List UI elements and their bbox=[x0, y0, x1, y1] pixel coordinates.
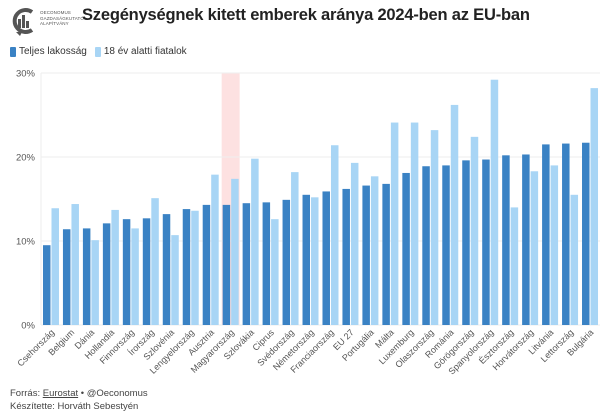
legend: Teljes lakosság 18 év alatti fiatalok bbox=[10, 46, 191, 57]
bar-youth: Ausztria: 17.9% bbox=[211, 174, 219, 325]
bar-youth: Ciprus: 12.6% bbox=[271, 219, 279, 325]
author-line: Készítette: Horváth Sebestyén bbox=[10, 401, 139, 412]
bar-total: Németország: 15.5% bbox=[302, 194, 311, 325]
bar-total: Málta: 16.8% bbox=[382, 183, 390, 325]
bar-total: Lengyelország: 13.8% bbox=[182, 209, 191, 325]
bar-youth: Málta: 24.1% bbox=[390, 122, 399, 325]
bar-total: Horvátország: 20.3% bbox=[522, 154, 530, 325]
bar-total: Észtország: 20.2% bbox=[502, 155, 510, 325]
bar-total: Dánia: 11.5% bbox=[82, 228, 91, 325]
bar-youth: Spanyolország: 29.2% bbox=[490, 79, 499, 325]
y-tick-label: 10% bbox=[16, 237, 36, 248]
chart-title: Szegénységnek kitett emberek aránya 2024… bbox=[82, 6, 530, 24]
bar-total: Szlovákia: 14.5% bbox=[242, 203, 251, 325]
y-tick-label: 30% bbox=[16, 69, 36, 80]
bar-youth: Dánia: 10.1% bbox=[91, 240, 99, 325]
source-line: Forrás: Eurostat • @Oeconomus bbox=[10, 387, 148, 400]
bar-total: Románia: 19% bbox=[442, 165, 450, 325]
bar-total: Luxemburg: 18.1% bbox=[402, 172, 410, 325]
bar-total: Portugália: 16.6% bbox=[362, 185, 370, 325]
logo-line-3: ALAPÍTVÁNY bbox=[40, 21, 69, 26]
legend-item-total[interactable]: Teljes lakosság bbox=[10, 46, 87, 57]
bar-youth: EU 27: 19.3% bbox=[350, 162, 359, 325]
bar-youth: Belgium: 14.4% bbox=[71, 204, 79, 325]
bar-youth: Görögország: 22.4% bbox=[470, 136, 479, 325]
bar-total: Spanyolország: 19.7% bbox=[482, 159, 490, 325]
source-link[interactable]: Eurostat bbox=[42, 388, 79, 399]
bar-total: EU 27: 16.2% bbox=[342, 188, 350, 325]
logo-mark-icon bbox=[12, 8, 34, 36]
y-tick-label: 20% bbox=[16, 153, 36, 164]
bar-total: Belgium: 11.4% bbox=[62, 229, 71, 325]
bar-total: Svédország: 14.9% bbox=[282, 199, 291, 325]
bar-youth: Horvátország: 18.3% bbox=[530, 171, 539, 325]
legend-item-youth[interactable]: 18 év alatti fiatalok bbox=[94, 46, 187, 57]
bar-youth: Szlovénia: 10.7% bbox=[171, 235, 179, 325]
logo-line-1: OECONOMUS bbox=[40, 10, 71, 15]
bar-total: Szlovénia: 13.2% bbox=[162, 214, 171, 325]
separator: • bbox=[80, 388, 85, 399]
bar-total: Franciaország: 15.9% bbox=[322, 191, 330, 325]
bar-youth: Svédország: 18.2% bbox=[291, 172, 299, 325]
legend-label-youth: 18 év alatti fiatalok bbox=[103, 46, 187, 57]
bar-youth: Lettország: 15.5% bbox=[570, 194, 579, 325]
bar-youth: Olaszország: 23.2% bbox=[430, 130, 439, 325]
oeconomus-logo: OECONOMUS GAZDASÁGKUTATÓ ALAPÍTVÁNY bbox=[10, 6, 84, 36]
bar-youth: Csehország: 13.9% bbox=[51, 208, 59, 325]
bar-chart: 0% 10% 20% 30% Csehország: 9.5%Csehország: 1… bbox=[15, 69, 600, 377]
bar-youth: Bulgária: 28.2% bbox=[590, 88, 599, 326]
logo-text: OECONOMUS GAZDASÁGKUTATÓ ALAPÍTVÁNY bbox=[40, 10, 84, 27]
bar-youth: Németország: 15.2% bbox=[311, 197, 319, 325]
bar-youth: Románia: 26.2% bbox=[450, 104, 459, 325]
bar-total: Olaszország: 18.9% bbox=[422, 166, 430, 325]
bar-total: Görögország: 19.6% bbox=[462, 160, 470, 325]
source-label: Forrás: bbox=[10, 388, 41, 399]
bar-youth: Luxemburg: 24.1% bbox=[410, 122, 419, 325]
bar-youth: Portugália: 17.7% bbox=[370, 176, 379, 325]
bar-total: Lettország: 21.6% bbox=[562, 143, 570, 325]
legend-swatch-total bbox=[10, 46, 16, 57]
bar-youth: Írország: 15.1% bbox=[151, 198, 159, 325]
logo-line-2: GAZDASÁGKUTATÓ bbox=[40, 15, 84, 21]
legend-swatch-youth bbox=[94, 46, 101, 57]
bar-youth: Franciaország: 21.4% bbox=[330, 145, 339, 325]
bar-total: Ciprus: 14.6% bbox=[262, 202, 271, 325]
bar-total: Hollandia: 12.1% bbox=[102, 223, 111, 325]
bar-total: Bulgária: 21.7% bbox=[582, 142, 590, 325]
bar-youth: Finnország: 11.5% bbox=[131, 228, 139, 325]
bar-total: Magyarország: 14.3% bbox=[222, 204, 231, 325]
bar-total: Ausztria: 14.3% bbox=[202, 204, 211, 325]
bar-youth: Észtország: 14% bbox=[510, 207, 519, 325]
bar-total: Csehország: 9.5% bbox=[42, 245, 51, 325]
legend-label-total: Teljes lakosság bbox=[19, 46, 87, 57]
handle: @Oeconomus bbox=[86, 388, 148, 399]
bar-youth: Szlovákia: 19.8% bbox=[251, 158, 259, 325]
bar-total: Finnország: 12.6% bbox=[122, 219, 131, 325]
bar-youth: Magyarország: 17.4% bbox=[231, 178, 239, 325]
footer: Forrás: Eurostat • @Oeconomus Készítette… bbox=[10, 387, 148, 413]
bar-youth: Lengyelország: 13.6% bbox=[191, 210, 199, 325]
bar-youth: Litvánia: 19% bbox=[550, 165, 559, 325]
y-tick-label: 0% bbox=[21, 321, 35, 332]
bar-total: Litvánia: 21.5% bbox=[542, 144, 550, 325]
bar-youth: Hollandia: 13.7% bbox=[111, 209, 119, 325]
bar-total: Írország: 12.7% bbox=[142, 218, 151, 325]
